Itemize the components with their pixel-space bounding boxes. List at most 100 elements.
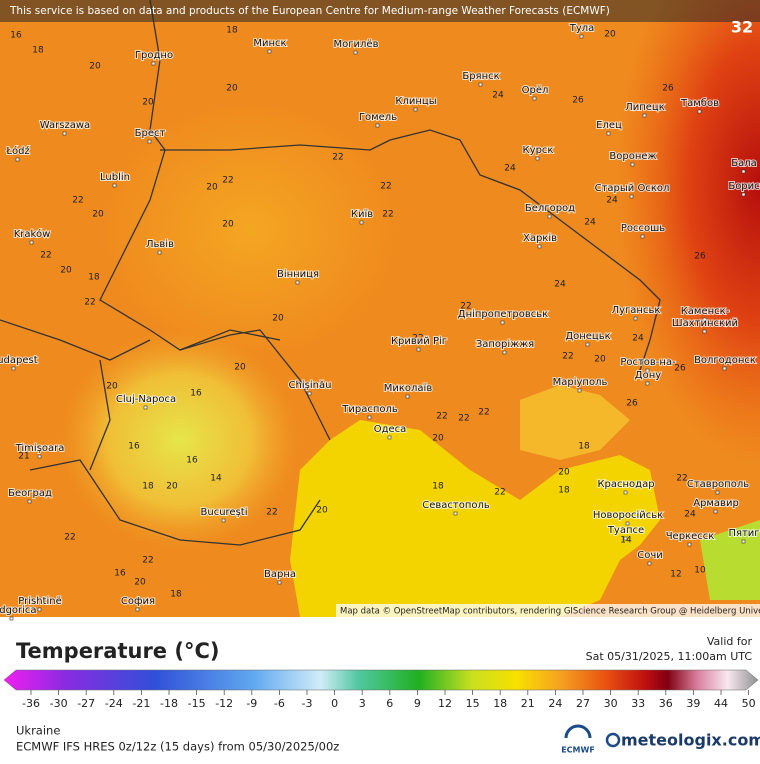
city-marker [416, 347, 421, 352]
legend-tick-label: 18 [493, 697, 507, 710]
city-label: Lublin [100, 172, 130, 183]
map-value: 22 [478, 408, 489, 418]
attribution-box [336, 604, 760, 617]
city-marker [307, 391, 312, 396]
map-value: 16 [190, 389, 202, 399]
city-marker [577, 388, 582, 393]
map-value: 22 [412, 334, 423, 344]
legend-tick-label: -9 [246, 697, 257, 710]
city-label: Маріуполь [553, 376, 608, 388]
legend-tick-label: 21 [521, 697, 535, 710]
city-marker [502, 350, 507, 355]
map-value: 12 [670, 570, 681, 580]
city-marker [112, 183, 117, 188]
map-value: 18 [432, 482, 444, 492]
city-marker [623, 490, 628, 495]
city-marker [713, 509, 718, 514]
map-value: 18 [170, 590, 182, 600]
city-label: Минск [253, 38, 286, 49]
map-value: 22 [40, 251, 51, 261]
map-value: 16 [10, 31, 22, 41]
city-marker [359, 220, 364, 225]
city-marker [606, 131, 611, 136]
city-marker [741, 169, 746, 174]
map-value: 22 [84, 298, 95, 308]
map-value: 20 [134, 578, 146, 588]
map-value: 18 [142, 482, 154, 492]
map-value: 20 [604, 30, 616, 40]
borders [0, 0, 661, 546]
city-marker [15, 157, 20, 162]
legend-tick-label: -30 [50, 697, 68, 710]
map-value: 20 [226, 84, 238, 94]
city-label: Київ [351, 209, 373, 220]
legend-tick-label: 50 [742, 697, 756, 710]
map-value: 22 [64, 533, 75, 543]
city-label: Донецьк [565, 331, 610, 342]
city-label: Cluj-Napoca [116, 394, 176, 405]
city-marker [367, 415, 372, 420]
city-label: Армавир [693, 498, 739, 509]
labels: 16 18 18 20 20 20 24 26 26 20 22 22 20 22 22 20 20 22 24 24… [0, 22, 760, 621]
city-label: Новоросійськ [593, 509, 663, 521]
legend-title: Temperature (°C) [16, 639, 219, 663]
city-marker [629, 194, 634, 199]
legend-tick-label: 12 [438, 697, 452, 710]
city-label: Воронеж [609, 151, 656, 162]
legend-tick-label: 6 [386, 697, 393, 710]
city-marker [143, 405, 148, 410]
city-label: Запоріжжя [476, 338, 534, 350]
city-marker [37, 607, 42, 612]
attribution: Map data © OpenStreetMap contributors, r… [340, 607, 760, 617]
city-marker [647, 561, 652, 566]
city-label: Бала [731, 158, 757, 169]
map-value: 24 [584, 218, 596, 228]
map-value: 24 [492, 91, 504, 101]
city-label: Черкесск [666, 531, 715, 542]
city-label: București [201, 507, 248, 518]
map-value: 18 [32, 46, 44, 56]
city-label: Борис [728, 181, 759, 192]
map-value: 26 [572, 96, 584, 106]
city-label: Prishtinë [18, 596, 61, 607]
map-value: 26 [674, 364, 686, 374]
temperature-field [60, 330, 300, 550]
city-label: Луганськ [612, 305, 661, 316]
map-value: 20 [316, 506, 328, 516]
map-value: 22 [380, 182, 391, 192]
legend: Temperature (°C) Valid for Sat 05/31/202… [3, 635, 759, 710]
city-label: Chișinău [289, 380, 332, 391]
legend-tick-label: -21 [132, 697, 150, 710]
map-value: 26 [626, 399, 638, 409]
city-label: Podgorica [0, 605, 37, 616]
city-marker [353, 50, 358, 55]
map-value: 20 [60, 266, 72, 276]
city-marker [630, 162, 635, 167]
map-value: 14 [210, 474, 222, 484]
legend-tick-label: -12 [215, 697, 233, 710]
city-marker [585, 342, 590, 347]
black-sea [290, 420, 660, 617]
legend-tick-label: -6 [274, 697, 285, 710]
city-label: Łódź [5, 145, 29, 157]
map-value: 22 [460, 302, 471, 312]
map-value: 18 [226, 26, 238, 36]
footer: Ukraine ECMWF IFS HRES 0z/12z (15 days) … [16, 724, 760, 755]
city-label: Warszawa [40, 120, 90, 131]
city-label: Волгодонск [694, 355, 756, 366]
legend-tick-label: 27 [576, 697, 590, 710]
city-marker [741, 539, 746, 544]
city-label: Елец [596, 120, 622, 131]
city-marker [157, 250, 162, 255]
map-value: 20 [272, 314, 284, 324]
city-label: Дону [635, 370, 661, 381]
map-value: 24 [554, 280, 566, 290]
legend-tick-label: 44 [714, 697, 728, 710]
badge: 32 [731, 18, 753, 37]
legend-tick-label: 30 [604, 697, 618, 710]
city-label: Гродно [135, 50, 173, 61]
map-value: 20 [222, 220, 234, 230]
brand-logo [605, 732, 621, 748]
map-value: 10 [694, 566, 706, 576]
map-value: 20 [166, 482, 178, 492]
